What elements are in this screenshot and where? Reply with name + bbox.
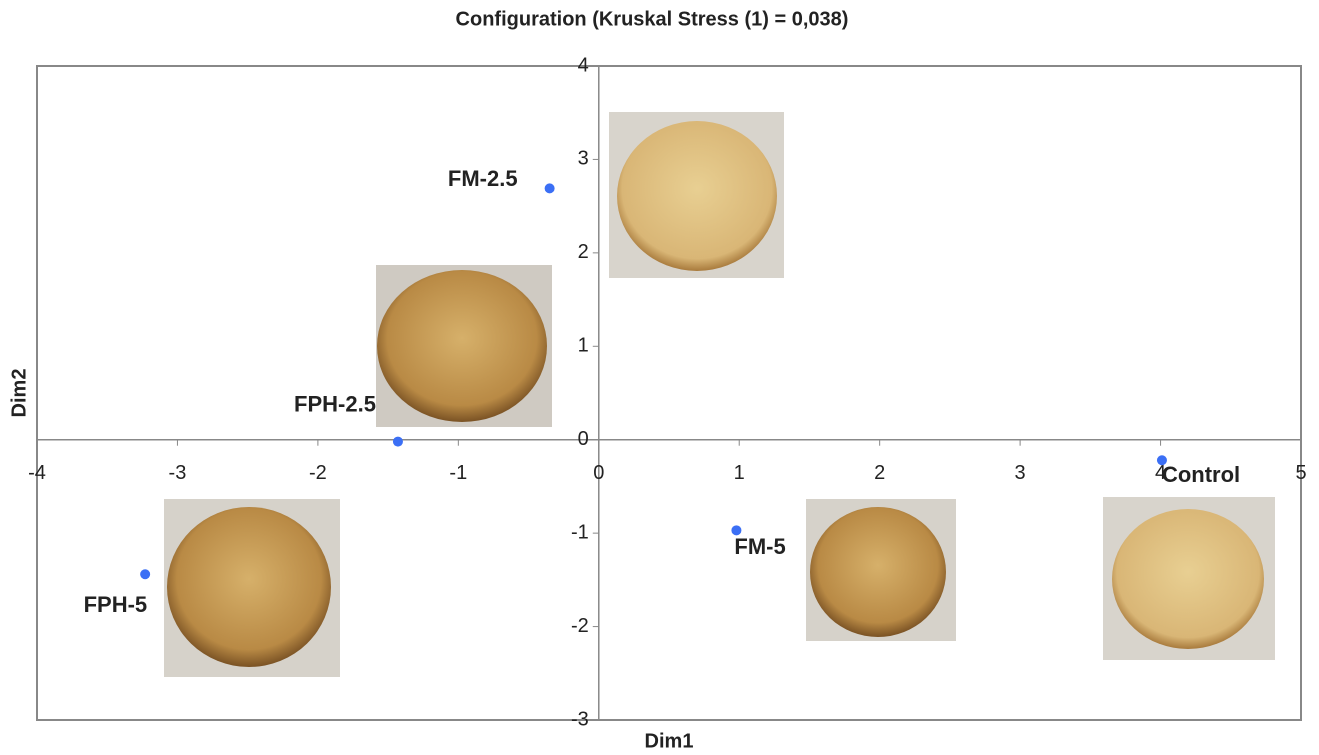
point-label: FPH-2.5 [294,391,376,416]
y-tick-label: 4 [578,54,589,76]
y-axis-label: Dim2 [8,369,30,418]
y-tick-label: -2 [571,615,589,637]
y-tick-label: -3 [571,708,589,730]
x-tick-label: 3 [1015,462,1026,484]
x-tick-label: 2 [874,462,885,484]
x-tick-label: -4 [28,462,46,484]
x-tick-label: -2 [309,462,327,484]
x-tick-label: -3 [169,462,187,484]
chart-title: Configuration (Kruskal Stress (1) = 0,03… [456,8,849,30]
y-tick-label: -1 [571,521,589,543]
point-label: Control [1162,462,1240,487]
x-axis-label: Dim1 [645,730,694,752]
x-tick-label: 0 [593,462,604,484]
point-label: FM-2.5 [448,166,518,191]
y-tick-label: 0 [578,428,589,450]
y-tick-label: 3 [578,148,589,170]
point-label: FPH-5 [84,592,148,617]
point [140,569,150,579]
point-label: FM-5 [734,534,785,559]
x-tick-label: 5 [1295,462,1306,484]
x-tick-label: -1 [449,462,467,484]
y-tick-label: 1 [578,335,589,357]
point [393,437,403,447]
chart: Configuration (Kruskal Stress (1) = 0,03… [0,0,1319,755]
y-tick-label: 2 [578,241,589,263]
x-tick-label: 1 [734,462,745,484]
point [545,183,555,193]
